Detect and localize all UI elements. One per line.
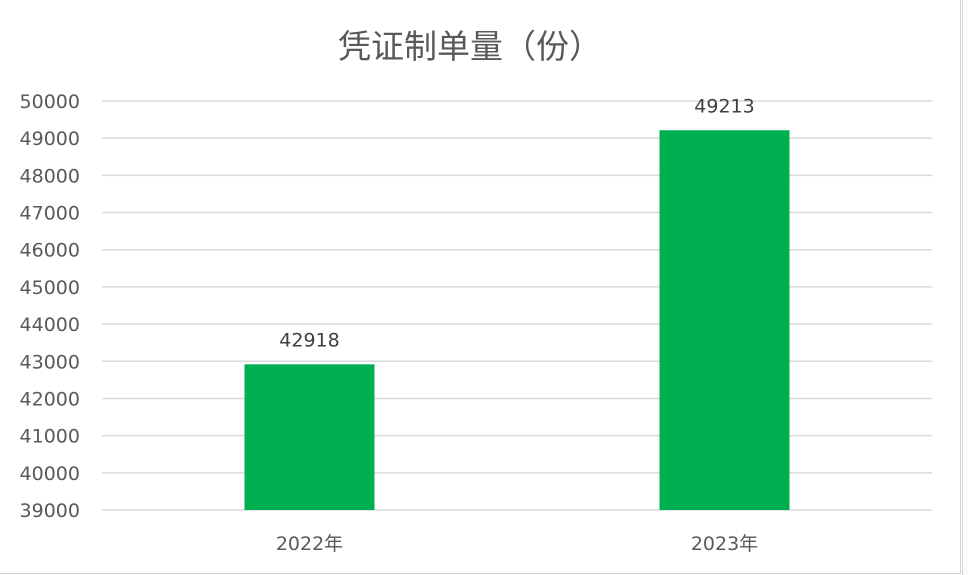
y-tick-label: 48000 — [20, 165, 80, 187]
y-tick-label: 45000 — [20, 277, 80, 299]
spreadsheet-edge — [962, 0, 968, 575]
data-label: 42918 — [279, 329, 339, 351]
x-tick-label: 2022年 — [276, 533, 343, 555]
y-tick-label: 44000 — [20, 314, 80, 336]
y-tick-label: 49000 — [20, 128, 80, 150]
y-tick-label: 47000 — [20, 203, 80, 225]
chart-title: 凭证制单量（份） — [338, 27, 602, 66]
y-tick-label: 39000 — [20, 500, 80, 522]
y-tick-label: 50000 — [20, 91, 80, 113]
y-tick-label: 46000 — [20, 240, 80, 262]
y-tick-label: 42000 — [20, 388, 80, 410]
data-label: 49213 — [694, 95, 754, 117]
x-tick-label: 2023年 — [691, 533, 758, 555]
bar-2023年 — [659, 130, 790, 510]
y-tick-label: 40000 — [20, 463, 80, 485]
bar-2022年 — [244, 364, 375, 510]
y-tick-label: 43000 — [20, 351, 80, 373]
y-tick-label: 41000 — [20, 426, 80, 448]
